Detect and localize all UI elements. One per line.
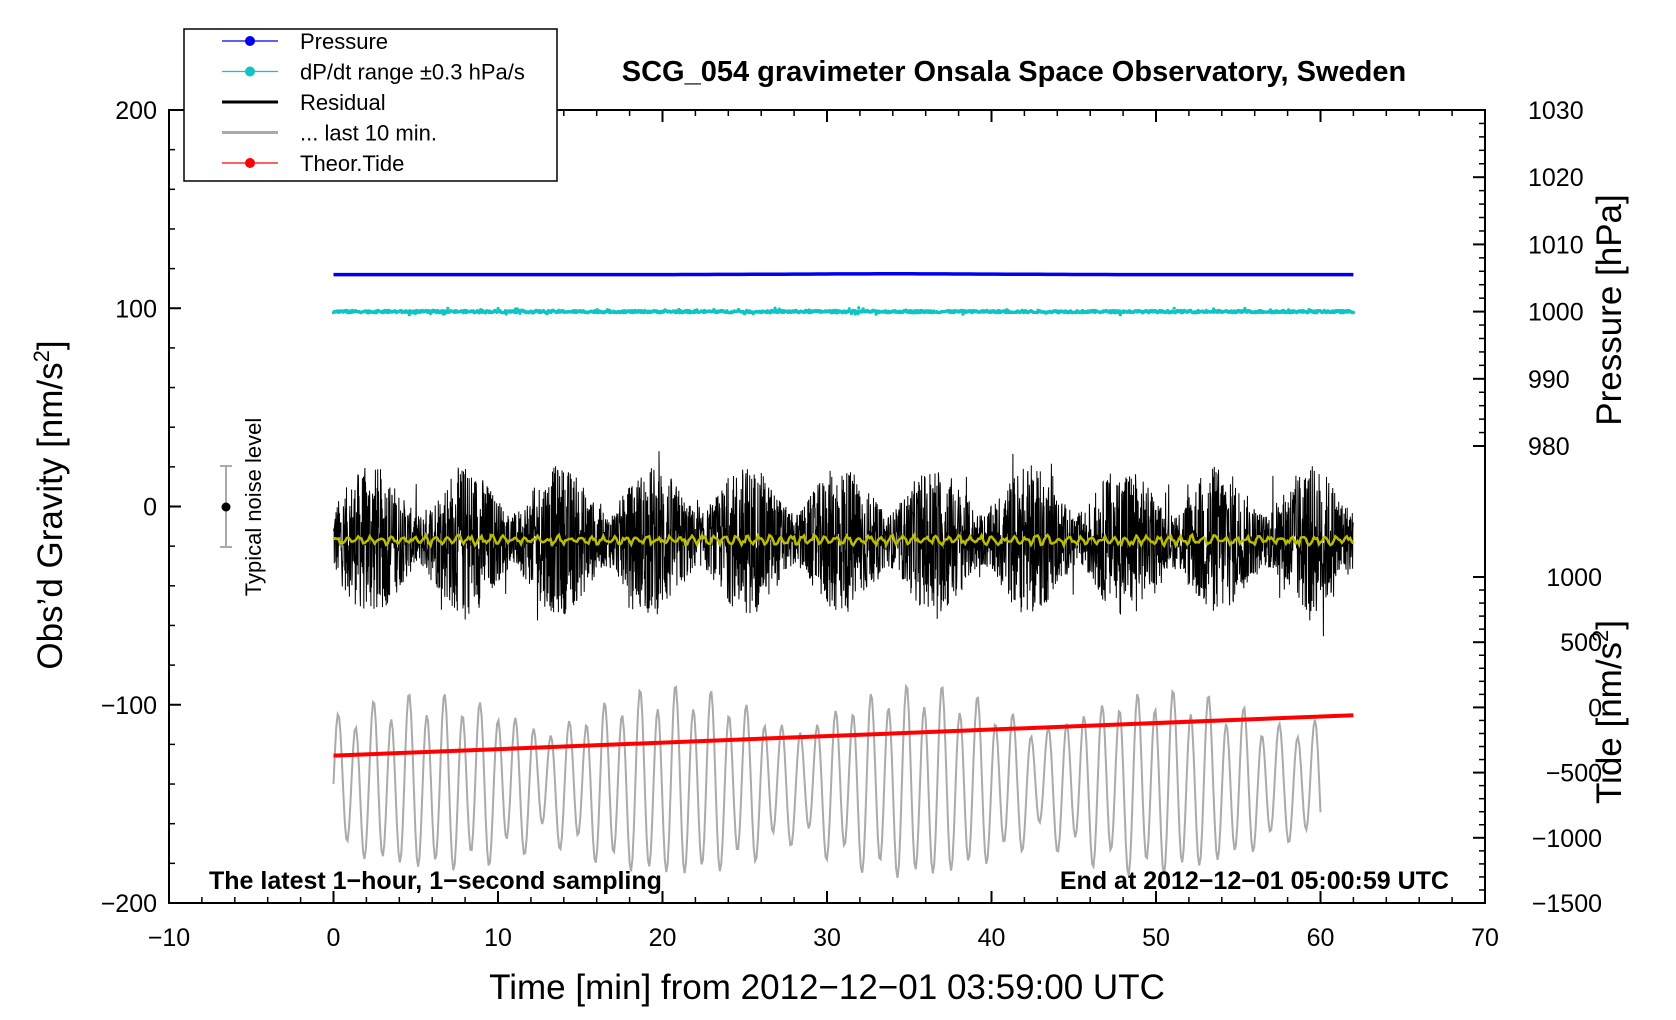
legend-label: Theor.Tide	[300, 151, 404, 176]
tide-tick-label: 1000	[1546, 564, 1602, 592]
noise-bar	[220, 465, 232, 548]
x-axis-label: Time [min] from 2012−12−01 03:59:00 UTC	[489, 968, 1165, 1007]
pressure-tick-label: 1000	[1528, 299, 1584, 327]
chart-title: SCG_054 gravimeter Onsala Space Observat…	[622, 56, 1406, 88]
series-residual-smoothed	[332, 531, 1355, 550]
pressure-tick-label: 1030	[1528, 97, 1584, 125]
x-tick-label: 70	[1471, 924, 1499, 952]
series-pressure	[333, 272, 1354, 277]
series-layer	[331, 272, 1355, 878]
annotation-bottom-right: End at 2012−12−01 05:00:59 UTC	[1060, 867, 1449, 895]
x-tick-label: 40	[978, 924, 1006, 952]
legend-marker	[245, 36, 255, 46]
x-tick-label: 0	[327, 924, 341, 952]
ticks-layer: −10 0 10 20 30 40 50 60 70−200−10001002009809901…	[101, 97, 1602, 952]
x-tick-label: −10	[148, 924, 190, 952]
dpdt-point	[847, 307, 851, 311]
y-axis-label-tide-sup: 2	[1588, 630, 1613, 642]
x-tick-label: 10	[484, 924, 512, 952]
legend-marker	[245, 158, 255, 168]
dpdt-point	[1172, 306, 1176, 310]
dpdt-point	[857, 306, 861, 310]
legend-label: Pressure	[300, 29, 388, 54]
y-axis-label-left: Obs’d Gravity [nm/s2]	[29, 340, 70, 669]
dpdt-point	[496, 306, 500, 311]
pressure-tick-label: 1020	[1528, 164, 1584, 192]
y-axis-label-tide-text: Tide [nm/s	[1590, 642, 1629, 804]
y-tick-label: 100	[115, 295, 157, 323]
y-tick-label: −200	[101, 890, 157, 918]
y-axis-label-left-close: ]	[31, 340, 70, 350]
y-axis-label-tide-close: ]	[1590, 620, 1629, 630]
y-axis-label-tide: Tide [nm/s2]	[1588, 620, 1629, 804]
series-dpdt	[331, 306, 1355, 317]
dpdt-point	[1211, 307, 1216, 311]
x-tick-label: 20	[649, 924, 677, 952]
x-tick-label: 30	[813, 924, 841, 952]
annotation-bottom-left: The latest 1−hour, 1−second sampling	[209, 867, 662, 895]
y-tick-label: 0	[143, 494, 157, 522]
y-tick-label: −100	[101, 692, 157, 720]
legend-marker	[245, 66, 255, 77]
tide-tick-label: −1500	[1532, 890, 1602, 918]
tide-tick-label: −500	[1546, 760, 1602, 788]
y-axis-label-left-sup: 2	[29, 350, 54, 362]
dpdt-point	[1351, 310, 1355, 314]
series-last-10-min	[332, 683, 1322, 878]
noise-bar-marker	[221, 502, 231, 512]
dpdt-point	[446, 306, 450, 310]
series-theor-tide	[333, 713, 1354, 758]
x-tick-label: 50	[1142, 924, 1170, 952]
y-axis-label-pressure: Pressure [hPa]	[1590, 194, 1629, 426]
legend-label: dP/dt range ±0.3 hPa/s	[300, 60, 525, 85]
dpdt-point	[1243, 306, 1247, 311]
legend-label: ... last 10 min.	[300, 121, 437, 146]
tide-tick-label: 500	[1560, 629, 1602, 657]
y-axis-label-left-text: Obs’d Gravity [nm/s	[31, 362, 70, 669]
dpdt-point	[853, 312, 857, 316]
legend-label: Residual	[300, 90, 386, 115]
dpdt-point	[856, 312, 860, 316]
pressure-tick-label: 990	[1528, 366, 1570, 394]
pressure-tick-label: 980	[1528, 433, 1570, 461]
x-tick-label: 60	[1307, 924, 1335, 952]
legend: Pressure dP/dt range ±0.3 hPa/s Residual..…	[183, 28, 558, 182]
tide-tick-label: 0	[1588, 694, 1602, 722]
series-residual	[333, 451, 1354, 637]
y-tick-label: 200	[115, 97, 157, 125]
pressure-tick-label: 1010	[1528, 231, 1584, 259]
tide-tick-label: −1000	[1532, 825, 1602, 853]
noise-bar-label: Typical noise level	[241, 418, 266, 597]
